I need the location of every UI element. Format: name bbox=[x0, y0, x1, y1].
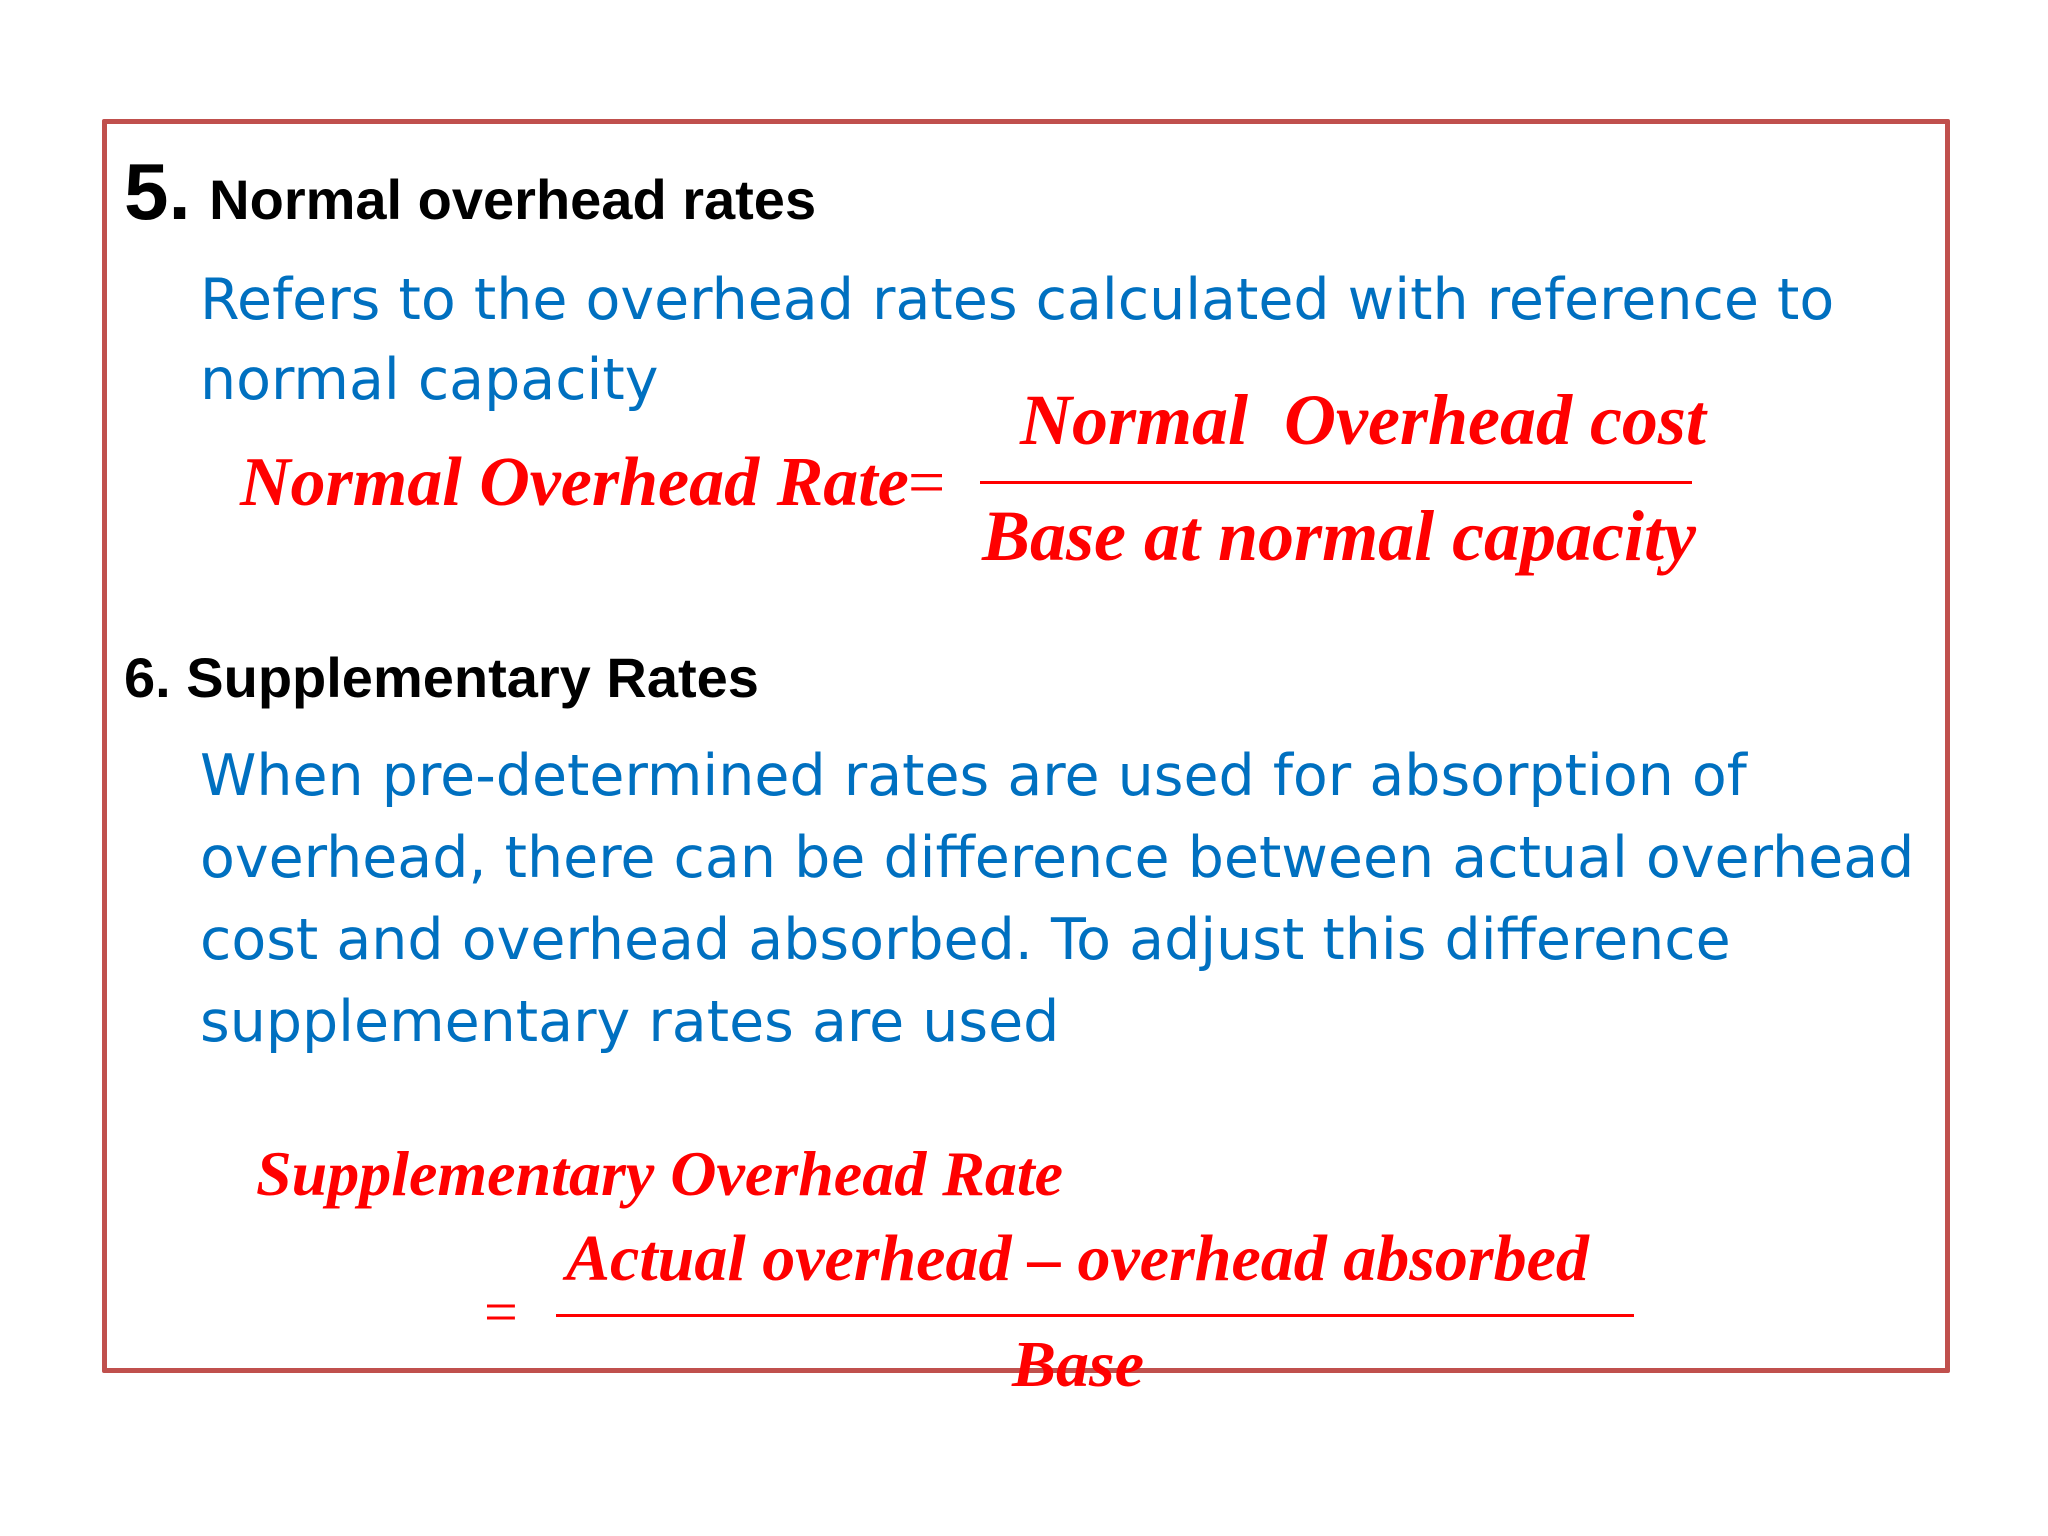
section-6-description-line-3: cost and overhead absorbed. To adjust th… bbox=[200, 907, 1731, 973]
supplementary-rate-formula-denominator: Base bbox=[1012, 1328, 1144, 1401]
section-6-heading: 6. Supplementary Rates bbox=[124, 646, 759, 709]
section-5-description-line-2: normal capacity bbox=[200, 347, 659, 413]
supplementary-rate-formula-lhs: Supplementary Overhead Rate bbox=[256, 1138, 1064, 1209]
supplementary-rate-fraction-bar bbox=[556, 1314, 1634, 1317]
slide-frame bbox=[102, 119, 1950, 1373]
section-5-heading: 5. Normal overhead rates bbox=[124, 146, 816, 238]
normal-rate-formula-numerator: Normal Overhead cost bbox=[1020, 380, 1706, 460]
section-6-description-line-1: When pre-determined rates are used for a… bbox=[200, 743, 1747, 809]
section-5-number: 5. bbox=[124, 147, 191, 236]
section-6-description-line-2: overhead, there can be difference betwee… bbox=[200, 825, 1915, 891]
normal-rate-formula-lhs: Normal Overhead Rate bbox=[240, 444, 909, 521]
section-5-description-line-1: Refers to the overhead rates calculated … bbox=[200, 267, 1835, 333]
section-5-title: Normal overhead rates bbox=[209, 168, 817, 231]
normal-rate-fraction-bar bbox=[980, 481, 1692, 484]
supplementary-rate-formula-equals: = bbox=[484, 1279, 518, 1345]
normal-rate-formula-denominator: Base at normal capacity bbox=[982, 496, 1696, 576]
section-6-description-line-4: supplementary rates are used bbox=[200, 989, 1060, 1055]
normal-rate-formula-equals: = bbox=[908, 446, 946, 519]
supplementary-rate-formula-numerator: Actual overhead – overhead absorbed bbox=[566, 1222, 1589, 1295]
